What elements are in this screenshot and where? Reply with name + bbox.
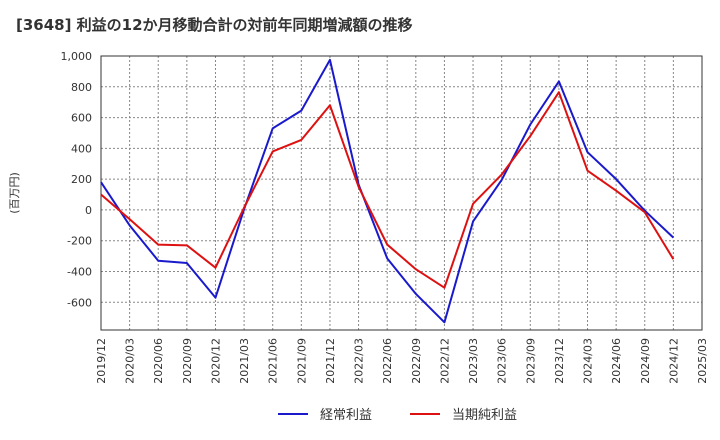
legend-label-keijo: 経常利益	[320, 408, 373, 423]
y-tick-label: 800	[71, 81, 92, 94]
x-tick-label: 2023/12	[553, 338, 566, 384]
x-tick-label: 2022/09	[410, 338, 423, 384]
grid-layer	[101, 55, 702, 330]
legend-swatch-junri	[410, 412, 440, 415]
x-tick-label: 2023/03	[467, 338, 480, 384]
y-tick-label: 0	[85, 204, 92, 217]
x-tick-label: 2020/09	[181, 338, 194, 384]
x-tick-label: 2023/09	[524, 338, 537, 384]
x-tick-label: 2025/03	[696, 338, 709, 384]
x-tick-label: 2024/06	[610, 338, 623, 384]
legend-swatch-keijo	[278, 412, 308, 415]
y-tick-label: 200	[71, 173, 92, 186]
x-tick-label: 2022/06	[381, 338, 394, 384]
y-tick-label: 1,000	[61, 50, 93, 63]
series-layer	[100, 58, 675, 324]
legend: 経常利益 当期純利益	[0, 404, 720, 428]
x-tick-label: 2021/12	[324, 338, 337, 384]
y-tick-label: -400	[67, 266, 92, 279]
x-tick-label: 2024/03	[582, 338, 595, 384]
x-tick-label: 2021/06	[267, 338, 280, 384]
chart-title: [3648] 利益の12か月移動合計の対前年同期増減額の推移	[16, 16, 413, 34]
label-layer: -600 -400 -200 0 200 400 600 800 1,000 (百万円) 2019/…	[8, 50, 709, 384]
x-tick-label: 2020/12	[209, 338, 222, 384]
x-tick-label: 2022/12	[438, 338, 451, 384]
x-tick-label: 2019/12	[95, 338, 108, 384]
legend-label-junri: 当期純利益	[452, 408, 518, 423]
legend-item-junri: 当期純利益	[410, 404, 517, 423]
x-tick-label: 2020/06	[152, 338, 165, 384]
y-tick-label: 400	[71, 142, 92, 155]
x-tick-label: 2021/09	[295, 338, 308, 384]
legend-item-keijo: 経常利益	[278, 404, 372, 423]
plot-frame	[100, 55, 703, 331]
x-tick-label: 2024/09	[639, 338, 652, 384]
x-tick-label: 2024/12	[667, 338, 680, 384]
series-line-0	[100, 58, 675, 324]
x-tick-label: 2022/03	[353, 338, 366, 384]
y-tick-label: -200	[67, 235, 92, 248]
y-tick-label: -600	[67, 296, 92, 309]
axis-layer	[100, 55, 703, 331]
x-tick-label: 2020/03	[124, 338, 137, 384]
y-tick-label: 600	[71, 112, 92, 125]
x-tick-label: 2021/03	[238, 338, 251, 384]
y-axis-label: (百万円)	[8, 172, 21, 214]
x-tick-label: 2023/06	[496, 338, 509, 384]
